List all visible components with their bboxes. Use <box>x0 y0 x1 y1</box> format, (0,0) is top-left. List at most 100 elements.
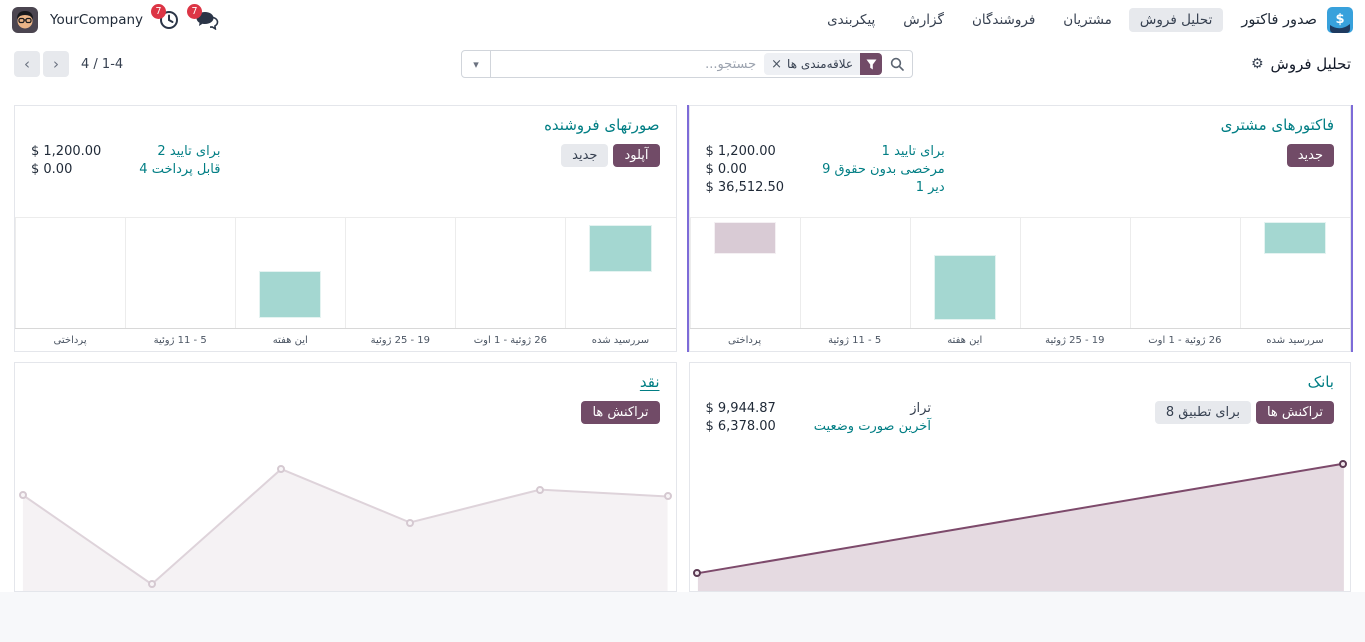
chevron-right-icon: › <box>53 55 60 73</box>
bar-plot <box>689 217 1350 329</box>
menu-item-reporting[interactable]: گزارش <box>903 12 944 28</box>
stat-amount: $ 6,378.00 <box>705 419 776 434</box>
activities-button[interactable]: 7 <box>151 4 179 30</box>
chart-point <box>277 465 286 474</box>
chart-point <box>693 569 702 578</box>
activities-badge: 7 <box>151 4 167 19</box>
stat-link[interactable]: 9 مرخصی بدون حقوق <box>822 162 945 177</box>
card-title-link[interactable]: فاکتورهای مشتری <box>1220 116 1334 134</box>
chart-point <box>147 580 156 589</box>
transactions-button[interactable]: تراکنش ها <box>581 401 660 424</box>
facet-body: علاقه‌مندی ها × <box>764 53 861 75</box>
card-vendor-bills: صورتهای فروشنده آپلود جدید 2 برای تایید … <box>14 105 677 352</box>
page-title: تحلیل فروش <box>1270 55 1351 73</box>
messages-button[interactable]: 7 <box>187 4 219 30</box>
chart-point <box>18 491 27 500</box>
chart-bar <box>1263 221 1327 254</box>
user-avatar[interactable] <box>12 7 38 33</box>
chart-bar <box>589 224 652 272</box>
invoices-bar-chart: سررسید شده 26 ژوئیة - 1 اوت 19 - 25 ژوئی… <box>689 217 1350 351</box>
search-icon <box>882 57 912 71</box>
new-button[interactable]: جدید <box>1286 144 1334 167</box>
search-facet: علاقه‌مندی ها × <box>764 53 883 75</box>
filter-icon <box>860 53 883 75</box>
messages-badge: 7 <box>187 4 203 19</box>
bills-bar-chart: سررسید شده 26 ژوئیة - 1 اوت 19 - 25 ژوئی… <box>15 217 676 351</box>
background-area <box>0 592 1365 642</box>
control-panel: تحلیل فروش ⚙ علاقه‌مندی ها × ▾ ‹ <box>0 40 1365 88</box>
company-name[interactable]: YourCompany <box>50 12 144 28</box>
search-input[interactable] <box>491 51 765 77</box>
card-actions: تراکنش ها 8 برای تطبیق تراز $ 9,944.87 آ… <box>690 393 1351 434</box>
card-bank: بانک تراکنش ها 8 برای تطبیق تراز $ 9,944… <box>688 362 1351 592</box>
button-group: تراکنش ها 8 برای تطبیق <box>1154 401 1334 424</box>
stat-amount: $ 1,200.00 <box>31 144 102 159</box>
chart-bar <box>933 255 996 321</box>
svg-text:$: $ <box>1335 12 1344 27</box>
clock-icon <box>160 11 179 29</box>
pager-next-button[interactable]: › <box>43 51 70 77</box>
cash-balance-chart <box>15 454 676 591</box>
caret-down-icon: ▾ <box>473 57 479 71</box>
breadcrumb[interactable]: تحلیل فروش ⚙ <box>1251 55 1351 73</box>
chart-bar <box>259 270 322 319</box>
bank-balance-chart <box>690 454 1351 591</box>
stat-amount: $ 1,200.00 <box>705 144 776 159</box>
latest-statement-link[interactable]: آخرین صورت وضعیت <box>813 419 931 434</box>
pager-value[interactable]: 4 / 1-4 <box>81 56 124 72</box>
dashboard: فاکتورهای مشتری جدید 1 برای تایید $ 1,20… <box>0 88 1365 592</box>
menu-item-vendors[interactable]: فروشندگان <box>971 12 1036 28</box>
facet-label: علاقه‌مندی ها <box>787 57 854 71</box>
stat-link[interactable]: 1 برای تایید <box>881 144 945 159</box>
button-group: تراکنش ها <box>581 401 660 424</box>
stats-block: تراز $ 9,944.87 آخرین صورت وضعیت $ 6,378… <box>706 401 931 434</box>
balance-label: تراز <box>910 401 931 416</box>
stat-amount: $ 9,944.87 <box>705 401 776 416</box>
stats-block: 2 برای تایید $ 1,200.00 4 قابل پرداخت $ … <box>31 144 220 177</box>
x-axis-labels: سررسید شده 26 ژوئیة - 1 اوت 19 - 25 ژوئی… <box>53 334 650 346</box>
stat-amount: $ 36,512.50 <box>705 180 785 195</box>
search-bar: علاقه‌مندی ها × ▾ <box>461 50 914 78</box>
upload-button[interactable]: آپلود <box>613 144 660 167</box>
chart-point <box>663 492 672 501</box>
new-button[interactable]: جدید <box>561 144 609 167</box>
app-name[interactable]: صدور فاکتور <box>1241 12 1317 28</box>
nav-main-group: $ صدور فاکتور تحلیل فروش مشتریان فروشندگ… <box>816 7 1353 33</box>
menu-item-sales-analysis[interactable]: تحلیل فروش <box>1128 8 1224 32</box>
pager: ‹ › 4 / 1-4 <box>14 51 123 77</box>
card-customer-invoices: فاکتورهای مشتری جدید 1 برای تایید $ 1,20… <box>688 105 1351 352</box>
chart-point <box>405 518 414 527</box>
button-group: جدید <box>1286 144 1334 167</box>
chart-point <box>1339 459 1348 468</box>
card-cash: نقد تراکنش ها <box>14 362 677 592</box>
stat-link[interactable]: 4 قابل پرداخت <box>139 162 221 177</box>
bar-plot <box>15 217 676 329</box>
card-title-link[interactable]: نقد <box>639 373 660 391</box>
stats-block: 1 برای تایید $ 1,200.00 9 مرخصی بدون حقو… <box>706 144 945 195</box>
card-actions: جدید 1 برای تایید $ 1,200.00 9 مرخصی بدو… <box>690 136 1351 195</box>
stat-amount: $ 0.00 <box>31 162 73 177</box>
menu-item-customers[interactable]: مشتریان <box>1063 12 1112 28</box>
chart-bar <box>713 221 776 255</box>
card-title-link[interactable]: صورتهای فروشنده <box>544 116 660 134</box>
chart-point <box>536 485 545 494</box>
button-group: آپلود جدید <box>561 144 660 167</box>
gear-icon[interactable]: ⚙ <box>1250 56 1264 72</box>
search-dropdown-toggle[interactable]: ▾ <box>462 51 492 77</box>
systray: YourCompany 7 7 <box>12 4 219 33</box>
menu-item-configuration[interactable]: پیکربندی <box>827 12 876 28</box>
transactions-button[interactable]: تراکنش ها <box>1255 401 1334 424</box>
x-axis-labels: سررسید شده 26 ژوئیة - 1 اوت 19 - 25 ژوئی… <box>728 334 1324 346</box>
card-title-link[interactable]: بانک <box>1307 373 1334 391</box>
pager-previous-button[interactable]: ‹ <box>14 51 41 77</box>
main-menu: تحلیل فروش مشتریان فروشندگان گزارش پیکرب… <box>816 8 1224 32</box>
stat-link[interactable]: 1 دیر <box>915 180 945 195</box>
invoicing-app-icon[interactable]: $ <box>1327 7 1353 33</box>
card-actions: تراکنش ها <box>15 393 676 424</box>
reconcile-button[interactable]: 8 برای تطبیق <box>1154 401 1251 424</box>
card-actions: آپلود جدید 2 برای تایید $ 1,200.00 4 قاب… <box>15 136 676 177</box>
facet-remove-icon[interactable]: × <box>771 56 783 72</box>
stat-amount: $ 0.00 <box>705 162 747 177</box>
stat-link[interactable]: 2 برای تایید <box>157 144 221 159</box>
chevron-left-icon: ‹ <box>24 55 31 73</box>
